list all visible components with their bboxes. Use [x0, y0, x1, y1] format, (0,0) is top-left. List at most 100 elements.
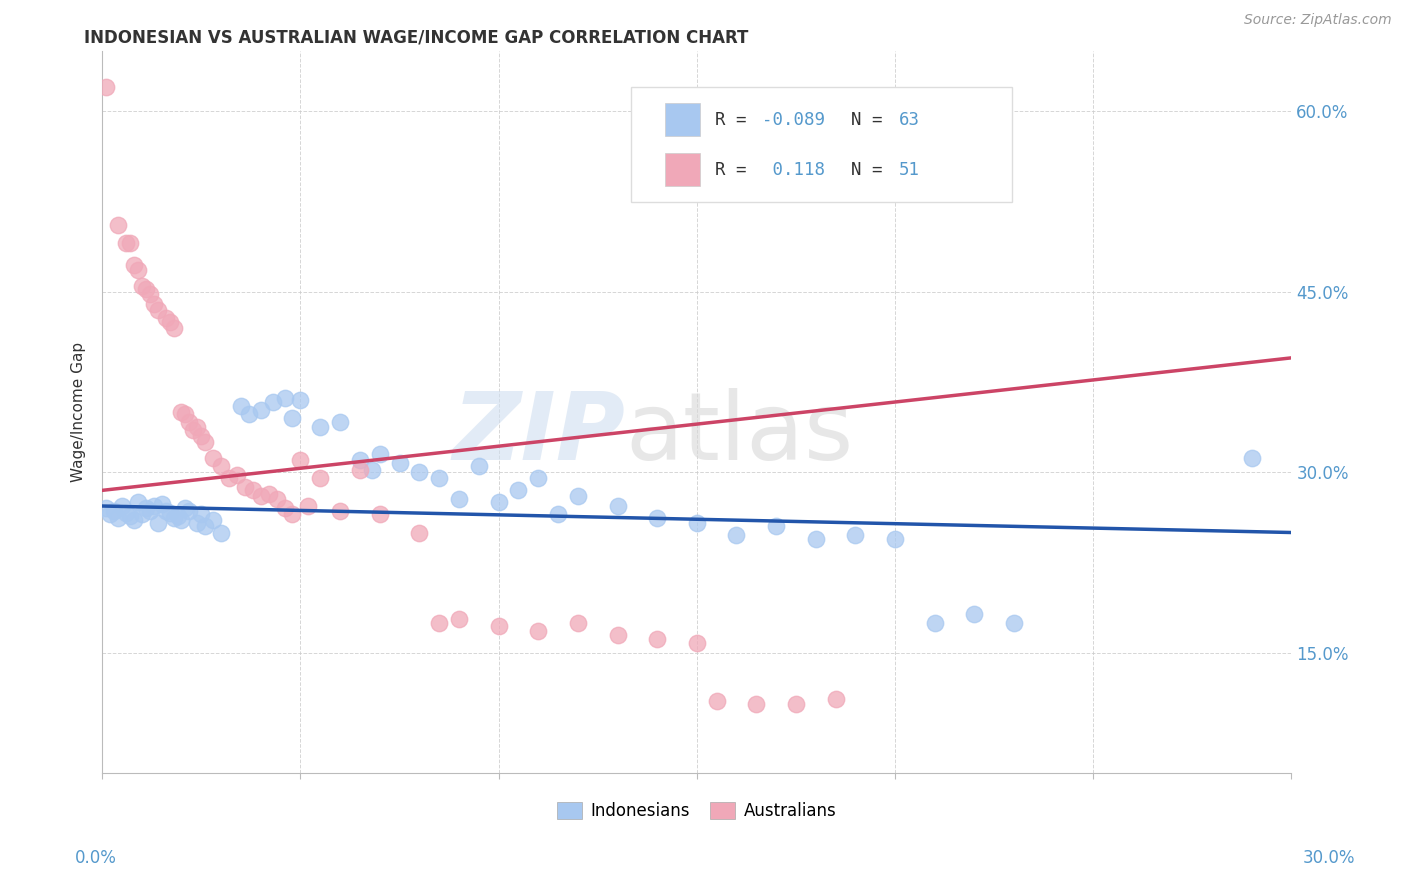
Point — [686, 636, 709, 650]
Point — [963, 607, 986, 622]
Point — [804, 532, 827, 546]
Point — [186, 516, 208, 530]
Point — [309, 471, 332, 485]
Point — [202, 513, 225, 527]
Point — [162, 320, 184, 334]
Text: -0.089: -0.089 — [762, 111, 825, 128]
Point — [567, 489, 589, 503]
Point — [96, 501, 118, 516]
Point — [349, 453, 371, 467]
Point — [183, 423, 205, 437]
Legend: Indonesians, Australians: Indonesians, Australians — [551, 795, 844, 827]
Text: 63: 63 — [898, 111, 920, 128]
Point — [388, 456, 411, 470]
Point — [142, 296, 165, 310]
Point — [547, 508, 569, 522]
Text: 0.0%: 0.0% — [75, 849, 117, 867]
Point — [785, 697, 807, 711]
Text: atlas: atlas — [626, 388, 853, 480]
Point — [606, 628, 628, 642]
Point — [118, 508, 141, 523]
Point — [297, 499, 319, 513]
Point — [159, 506, 181, 520]
Point — [349, 463, 371, 477]
Point — [122, 258, 145, 272]
FancyBboxPatch shape — [631, 87, 1012, 202]
Point — [190, 429, 212, 443]
Point — [209, 525, 232, 540]
Point — [249, 402, 271, 417]
Point — [468, 459, 491, 474]
Point — [131, 278, 153, 293]
Point — [360, 463, 382, 477]
Point — [368, 447, 391, 461]
Point — [1002, 615, 1025, 630]
Point — [725, 528, 748, 542]
Point — [527, 624, 550, 639]
Point — [131, 508, 153, 522]
Point — [242, 483, 264, 498]
Point — [118, 236, 141, 251]
Point — [273, 391, 295, 405]
Point — [233, 480, 256, 494]
Point — [122, 513, 145, 527]
Point — [135, 501, 157, 516]
Point — [281, 411, 304, 425]
Point — [111, 499, 134, 513]
Point — [606, 499, 628, 513]
Point — [179, 504, 201, 518]
Text: N =: N = — [852, 111, 893, 128]
Point — [884, 532, 907, 546]
Point — [273, 501, 295, 516]
Text: R =: R = — [714, 111, 756, 128]
Point — [686, 516, 709, 530]
Text: N =: N = — [852, 161, 893, 178]
Point — [408, 525, 430, 540]
Point — [706, 694, 728, 708]
Text: ZIP: ZIP — [453, 388, 626, 480]
Point — [427, 471, 450, 485]
Point — [146, 302, 169, 317]
Point — [170, 405, 193, 419]
Point — [281, 508, 304, 522]
Point — [427, 615, 450, 630]
Point — [824, 691, 846, 706]
Point — [488, 619, 510, 633]
Point — [186, 419, 208, 434]
Point — [135, 282, 157, 296]
Text: 51: 51 — [898, 161, 920, 178]
Point — [262, 395, 284, 409]
Point — [329, 415, 352, 429]
Point — [142, 499, 165, 513]
Point — [266, 491, 288, 506]
Point — [115, 506, 138, 520]
Point — [229, 399, 252, 413]
Point — [257, 487, 280, 501]
Point — [127, 263, 149, 277]
Text: 30.0%: 30.0% — [1302, 849, 1355, 867]
Point — [115, 236, 138, 251]
Point — [218, 471, 240, 485]
Point — [170, 513, 193, 527]
Point — [107, 511, 129, 525]
Point — [159, 315, 181, 329]
Point — [745, 697, 768, 711]
Point — [96, 79, 118, 94]
Point — [107, 219, 129, 233]
Point — [139, 504, 162, 518]
Point — [179, 415, 201, 429]
Point — [155, 504, 177, 518]
Point — [447, 612, 470, 626]
Point — [166, 508, 188, 523]
Point — [202, 450, 225, 465]
Point — [249, 489, 271, 503]
Point — [190, 508, 212, 522]
Text: Source: ZipAtlas.com: Source: ZipAtlas.com — [1244, 13, 1392, 28]
Point — [488, 495, 510, 509]
Point — [150, 497, 173, 511]
Point — [98, 508, 121, 522]
Point — [1240, 450, 1263, 465]
Y-axis label: Wage/Income Gap: Wage/Income Gap — [72, 342, 86, 482]
Point — [447, 491, 470, 506]
Point — [162, 511, 184, 525]
